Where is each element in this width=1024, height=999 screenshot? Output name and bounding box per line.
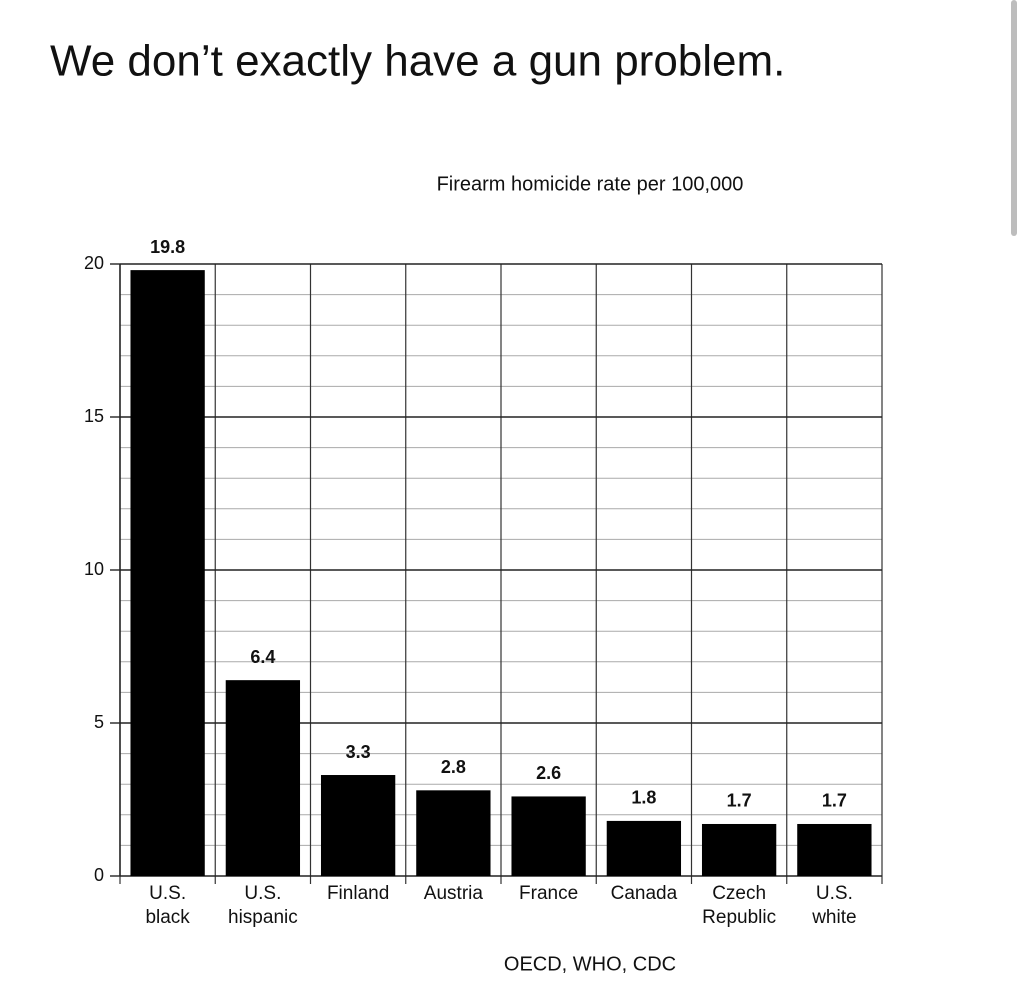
x-tick-label: U.S. white bbox=[811, 883, 856, 928]
x-tick-label: U.S. hispanic bbox=[228, 883, 298, 928]
x-tick-label: Czech Republic bbox=[702, 883, 776, 928]
bar bbox=[416, 790, 491, 876]
value-label: 1.7 bbox=[727, 791, 752, 811]
bar bbox=[511, 796, 586, 876]
x-tick-label: Austria bbox=[424, 883, 484, 904]
y-tick-label: 20 bbox=[84, 253, 104, 273]
value-label: 19.8 bbox=[150, 237, 185, 257]
chart-title: Firearm homicide rate per 100,000 bbox=[437, 173, 744, 195]
x-tick-label: Canada bbox=[611, 883, 678, 904]
value-label: 1.8 bbox=[631, 788, 656, 808]
bar bbox=[797, 823, 872, 876]
y-tick-label: 10 bbox=[84, 559, 104, 579]
value-label: 6.4 bbox=[250, 647, 275, 667]
chart-source: OECD, WHO, CDC bbox=[504, 953, 676, 975]
x-tick-label: U.S. black bbox=[145, 883, 190, 928]
y-tick-label: 15 bbox=[84, 406, 104, 426]
value-label: 1.7 bbox=[822, 791, 847, 811]
bar bbox=[701, 823, 777, 876]
bar bbox=[320, 775, 396, 876]
bar bbox=[606, 820, 682, 876]
bar bbox=[130, 270, 205, 876]
y-tick-label: 5 bbox=[94, 712, 104, 732]
tweet-text: We don’t exactly have a gun problem. bbox=[50, 37, 785, 86]
x-tick-label: Finland bbox=[327, 883, 389, 904]
x-tick-label: France bbox=[519, 883, 578, 904]
y-tick-label: 0 bbox=[94, 865, 104, 885]
value-label: 2.8 bbox=[441, 757, 466, 777]
scrollbar[interactable] bbox=[1011, 0, 1017, 236]
value-label: 3.3 bbox=[346, 742, 371, 762]
value-label: 2.6 bbox=[536, 763, 561, 783]
bar bbox=[225, 680, 301, 876]
